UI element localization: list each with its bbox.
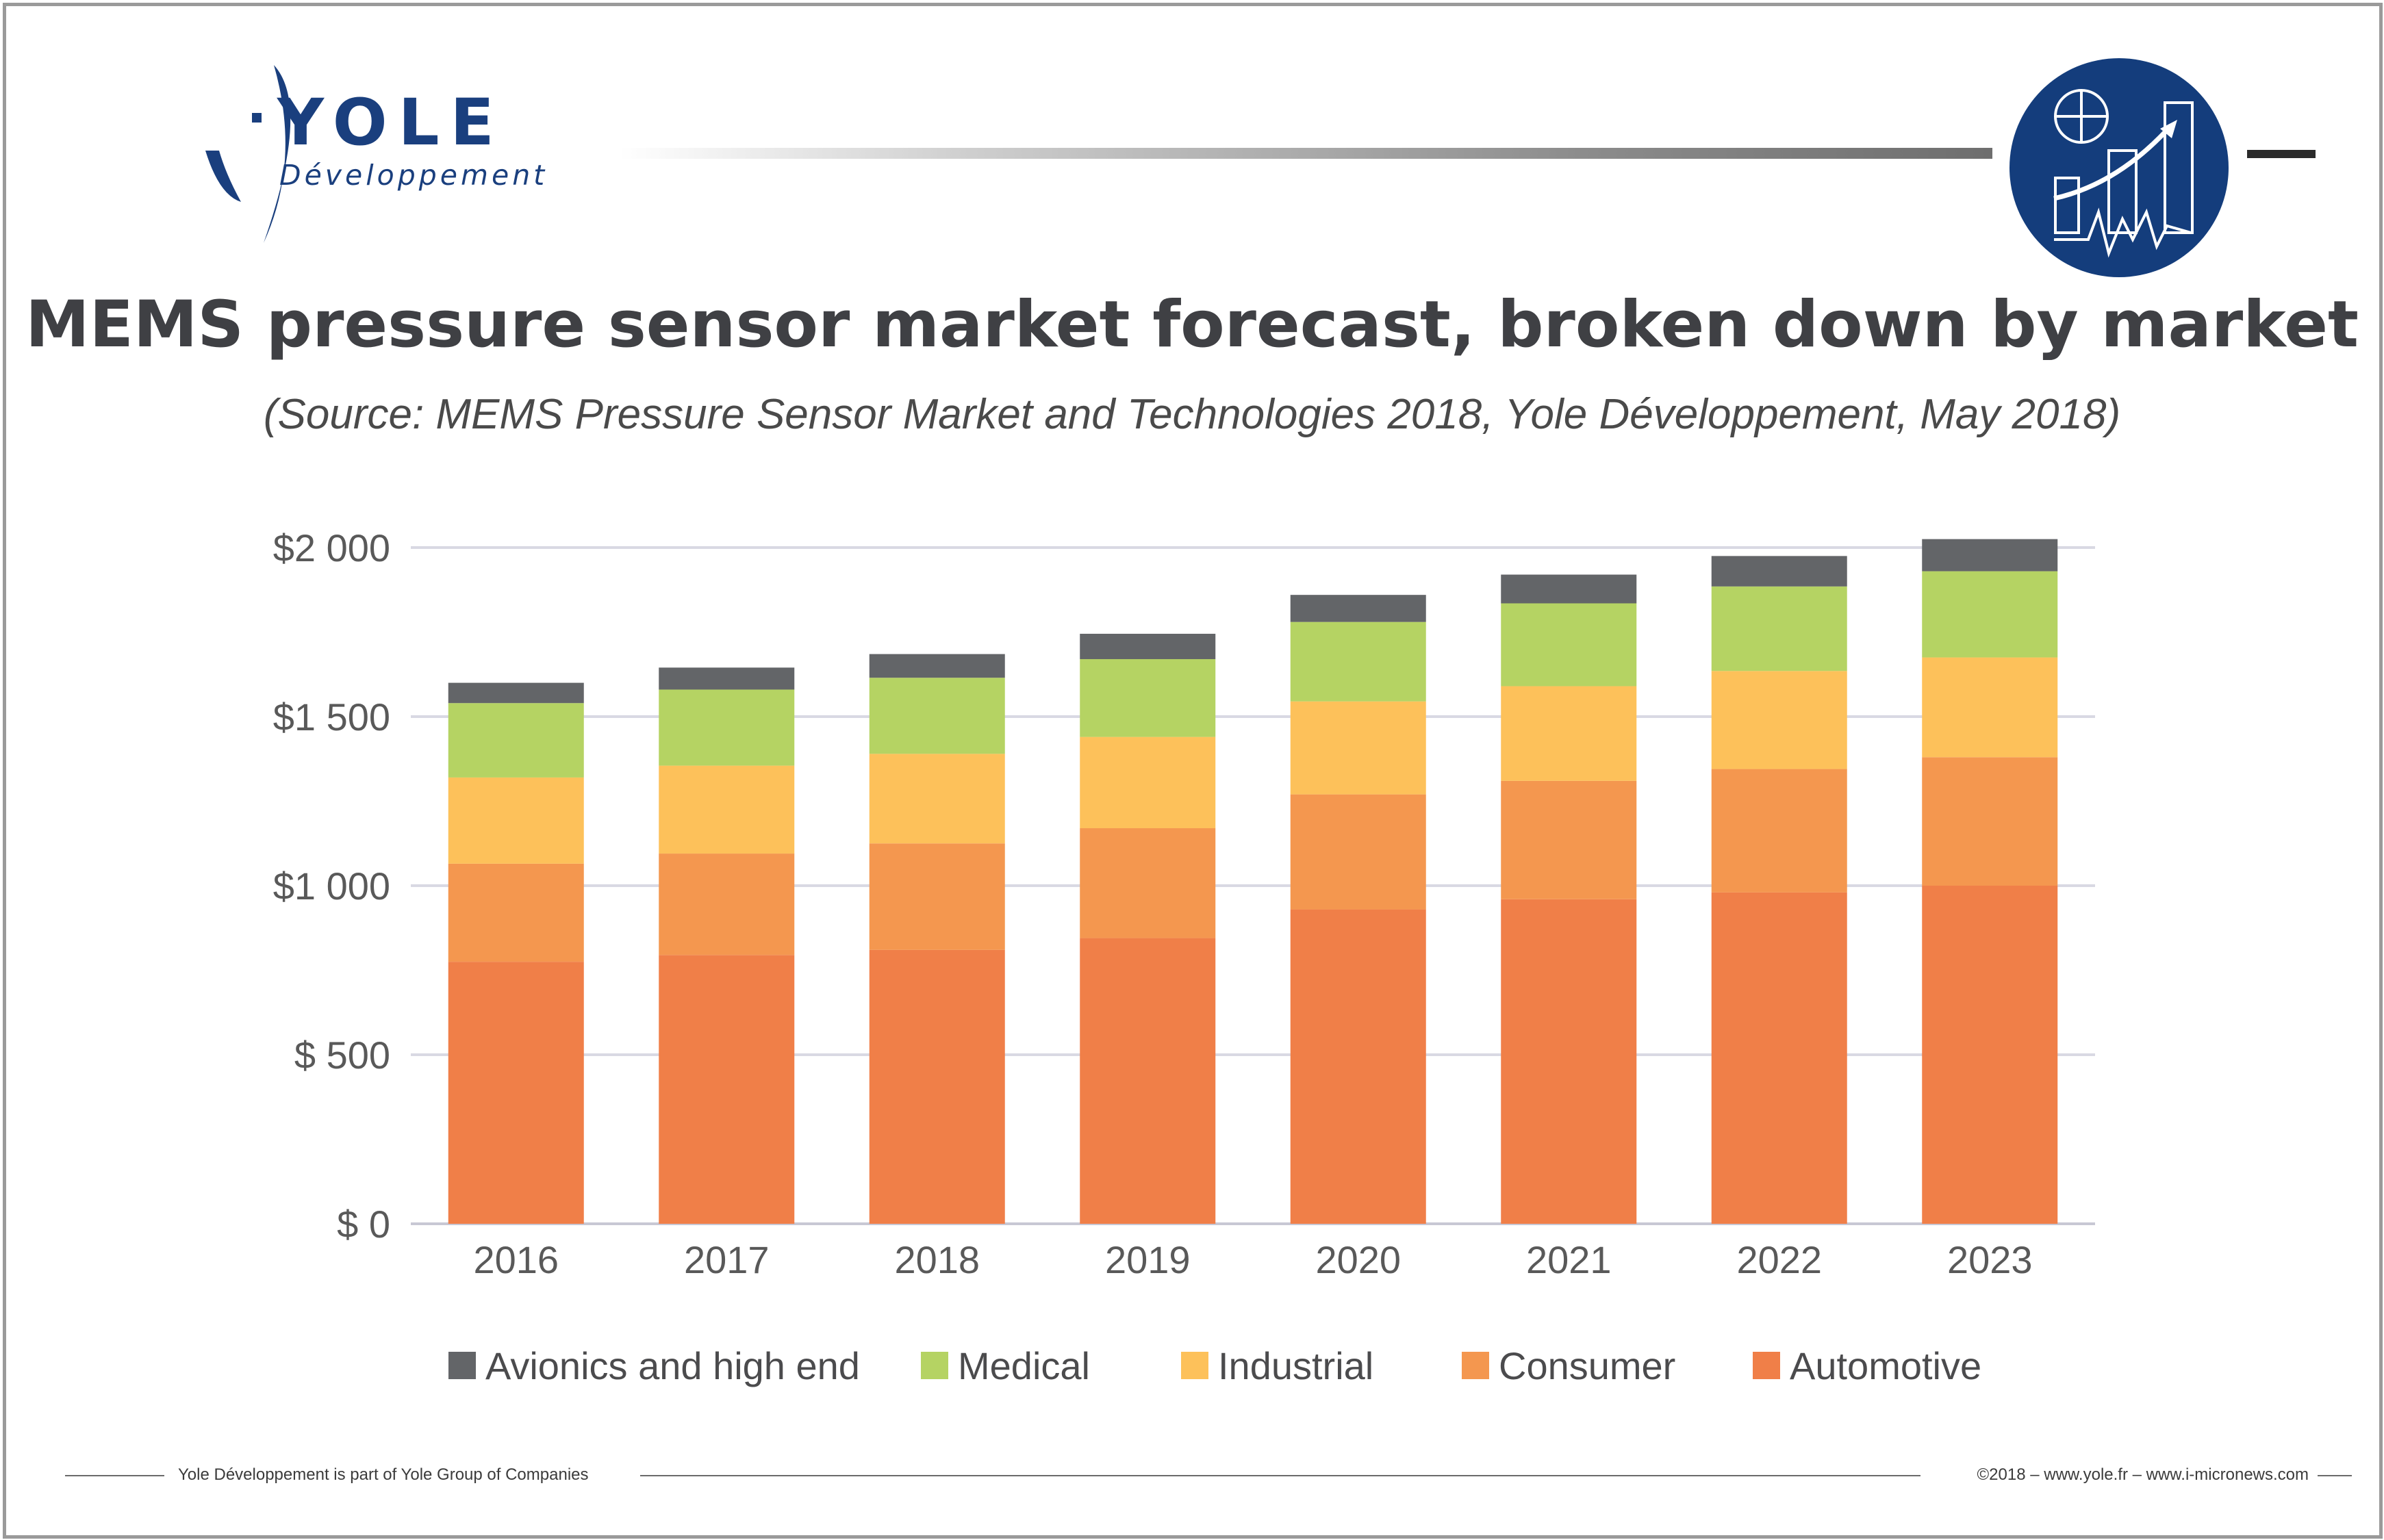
bar-segment-automotive [1501,899,1637,1224]
market-chart-icon [2009,58,2229,277]
bar-segment-industrial [448,777,584,864]
footer: Yole Développement is part of Yole Group… [0,1461,2384,1489]
bar-segment-industrial [1080,736,1216,829]
bar-segment-industrial [1290,701,1426,795]
y-tick-label: $1 500 [273,695,390,739]
stacked-bar-chart: $ 0 $ 500 $1 000 $1 500 $2 000 2016 2017 2018 20… [273,526,2095,1281]
bar-segment-medical [1501,603,1637,686]
bar-segment-automotive [659,955,795,1224]
x-tick-label: 2021 [1526,1238,1612,1281]
chart-legend: Avionics and high end Medical Industrial Co… [0,1338,2384,1393]
legend-swatch [1181,1352,1208,1379]
bar-segment-automotive [1922,886,2058,1224]
bar-segment-automotive [1711,892,1847,1224]
bar-segment-medical [869,678,1005,754]
y-tick-label: $2 000 [273,526,390,569]
bar-segment-avionics-and-high-end [1080,633,1216,660]
bar-segment-avionics-and-high-end [1290,595,1426,622]
bar-segment-consumer [1290,794,1426,910]
x-tick-label: 2020 [1315,1238,1401,1281]
bar-segment-consumer [1711,769,1847,893]
bar-segment-avionics-and-high-end [1922,539,2058,572]
legend-label: Avionics and high end [485,1344,860,1387]
chart-subtitle: (Source: MEMS Pressure Sensor Market and… [263,391,2121,438]
x-tick-label: 2023 [1947,1238,2033,1281]
bar-segment-consumer [869,843,1005,950]
bar-segment-consumer [448,863,584,962]
y-tick-label: $1 000 [273,864,390,908]
bar-segment-avionics-and-high-end [659,667,795,690]
x-tick-label: 2016 [473,1238,559,1281]
x-tick-label: 2017 [684,1238,770,1281]
y-tick-label: $ 0 [337,1203,390,1246]
logo-wordmark: YOLE [277,86,505,160]
bar-segment-automotive [1080,938,1216,1224]
legend-label: Medical [958,1344,1090,1387]
bar-segment-medical [1922,571,2058,658]
y-tick-label: $ 500 [294,1034,390,1077]
legend-swatch [921,1352,948,1379]
yole-logo-mark [205,65,291,243]
bar-segment-industrial [1501,686,1637,781]
legend-item: Automotive [1753,1338,1981,1393]
header-dash [2247,150,2316,158]
bar-segment-automotive [869,949,1005,1224]
legend-label: Consumer [1499,1344,1676,1387]
bar-segment-medical [448,703,584,778]
bar-segment-avionics-and-high-end [448,682,584,704]
footer-company-note: Yole Développement is part of Yole Group… [178,1465,589,1484]
bar-segment-medical [1080,659,1216,737]
legend-item: Medical [921,1338,1090,1393]
bar-segment-automotive [448,962,584,1224]
bar-segment-consumer [1080,828,1216,938]
legend-swatch [1753,1352,1780,1379]
legend-label: Industrial [1218,1344,1374,1387]
bar-segment-automotive [1290,909,1426,1224]
legend-item: Industrial [1181,1338,1373,1393]
footer-line-right [2318,1475,2352,1476]
bar-segment-industrial [659,765,795,854]
bar-segment-consumer [659,854,795,955]
bar-segment-medical [1711,586,1847,671]
page-frame [3,3,2383,1539]
bar-segment-avionics-and-high-end [869,654,1005,678]
chart-title: MEMS pressure sensor market forecast, br… [25,287,2359,362]
bar-segment-consumer [1501,780,1637,899]
x-tick-label: 2022 [1736,1238,1822,1281]
bar-segment-industrial [1922,657,2058,758]
footer-line-left [65,1475,164,1476]
bar-segment-industrial [1711,671,1847,769]
footer-copyright: ©2018 – www.yole.fr – www.i-micronews.co… [1977,1465,2309,1484]
legend-item: Consumer [1462,1338,1675,1393]
logo-subtitle: Développement [279,159,548,192]
header-gradient-line [620,148,1992,159]
legend-swatch [448,1352,476,1379]
legend-swatch [1462,1352,1489,1379]
legend-label: Automotive [1790,1344,1982,1387]
bar-segment-medical [659,689,795,766]
bar-segment-avionics-and-high-end [1711,556,1847,587]
x-tick-label: 2018 [894,1238,980,1281]
bar-segment-avionics-and-high-end [1501,574,1637,604]
bar-segment-medical [1290,621,1426,702]
bar-segment-industrial [869,754,1005,844]
legend-item: Avionics and high end [448,1338,860,1393]
footer-line-middle [640,1475,1920,1476]
x-tick-label: 2019 [1105,1238,1191,1281]
bar-segment-consumer [1922,757,2058,886]
